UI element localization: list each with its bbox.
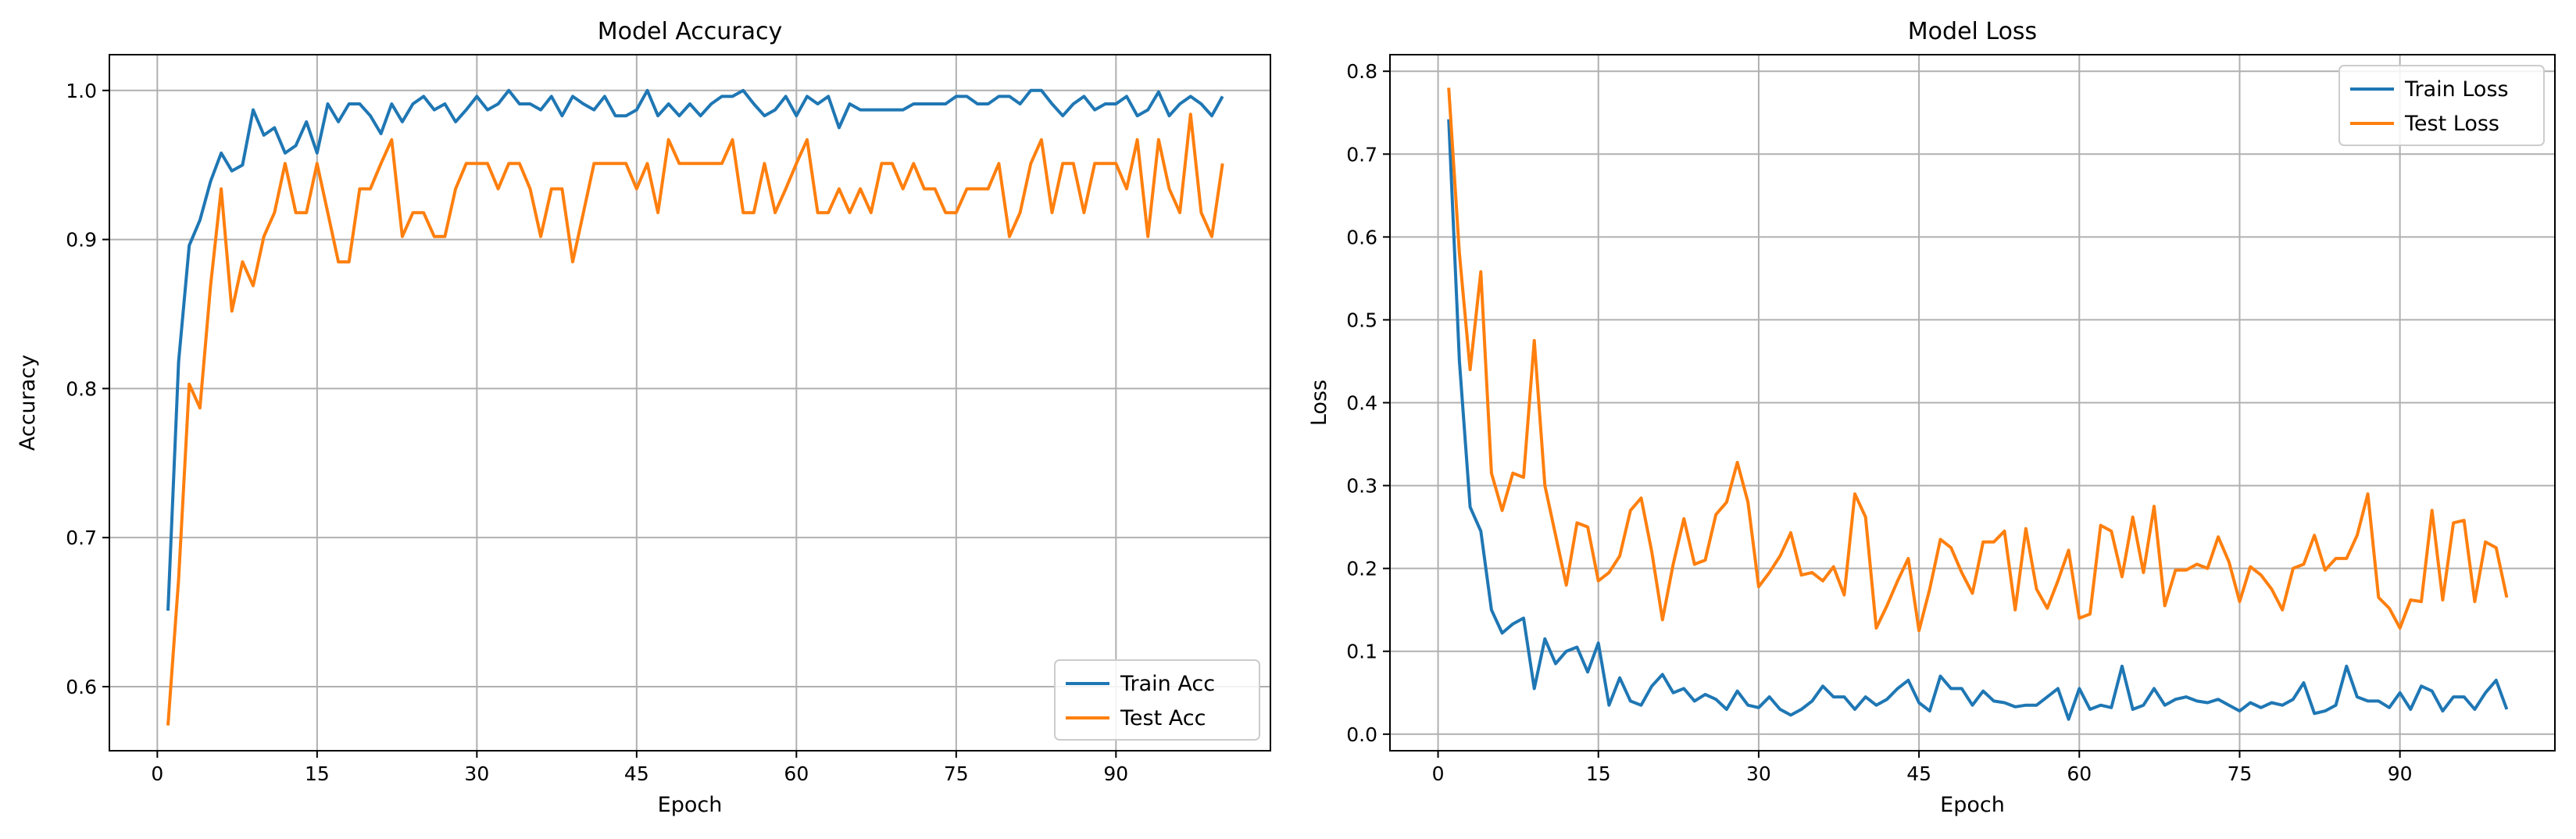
y-tick-label: 0.1 xyxy=(1346,641,1377,663)
x-tick-label: 0 xyxy=(1432,762,1445,785)
x-tick-label: 30 xyxy=(464,762,489,785)
series-line-train-loss xyxy=(1447,119,2509,721)
x-tick-label: 90 xyxy=(2388,762,2413,785)
x-tick-label: 0 xyxy=(151,762,163,785)
chart-title: Model Accuracy xyxy=(598,18,783,45)
y-axis-label: Accuracy xyxy=(16,355,40,451)
y-tick-label: 0.9 xyxy=(66,229,97,252)
legend-label: Train Loss xyxy=(2404,77,2509,102)
chart-2: 0 15 30 45 60 75 90 0.0 0.1 0.2 0.3 0.4 0.5 0.6 0.7 0.8… xyxy=(1307,18,2556,817)
x-tick-label: 45 xyxy=(1906,762,1931,785)
x-tick-label: 45 xyxy=(624,762,649,785)
y-tick-label: 0.3 xyxy=(1346,475,1377,498)
series-line-test-loss xyxy=(1447,87,2509,633)
y-tick-label: 0.2 xyxy=(1346,558,1377,580)
legend-label: Test Acc xyxy=(1120,706,1206,730)
y-axis-label: Loss xyxy=(1307,380,1331,426)
plot-frame xyxy=(109,54,1271,752)
legend: Train Loss Test Loss xyxy=(2338,65,2545,146)
x-tick-label: 15 xyxy=(305,762,330,785)
legend: Train Acc Test Acc xyxy=(1054,659,1260,741)
series-line-test-acc xyxy=(166,112,1224,726)
y-tick-label: 0.0 xyxy=(1346,723,1377,746)
chart-1: 0 15 30 45 60 75 90 0.6 0.7 0.8 0.9 1.0 Model Accura… xyxy=(16,18,1271,817)
legend-box xyxy=(1054,659,1260,741)
y-tick-label: 0.7 xyxy=(1346,143,1377,166)
y-tick-label: 0.8 xyxy=(66,377,97,400)
x-tick-label: 75 xyxy=(944,762,969,785)
series-line-train-acc xyxy=(166,88,1224,611)
legend-label: Train Acc xyxy=(1120,672,1215,696)
x-tick-label: 60 xyxy=(2067,762,2092,785)
x-tick-label: 15 xyxy=(1586,762,1611,785)
y-tick-label: 0.5 xyxy=(1346,309,1377,331)
legend-box xyxy=(2338,65,2545,146)
x-axis-label: Epoch xyxy=(1940,793,2005,817)
x-axis-label: Epoch xyxy=(658,793,723,817)
chart-title: Model Loss xyxy=(1908,18,2037,45)
y-tick-label: 0.8 xyxy=(1346,60,1377,83)
y-tick-label: 0.6 xyxy=(66,676,97,698)
legend-label: Test Loss xyxy=(2404,112,2499,136)
y-tick-label: 0.7 xyxy=(66,527,97,549)
y-tick-label: 1.0 xyxy=(66,80,97,102)
y-tick-label: 0.6 xyxy=(1346,226,1377,248)
x-tick-label: 60 xyxy=(784,762,809,785)
y-tick-label: 0.4 xyxy=(1346,392,1377,415)
x-tick-label: 90 xyxy=(1103,762,1128,785)
x-tick-label: 30 xyxy=(1746,762,1771,785)
x-tick-label: 75 xyxy=(2228,762,2253,785)
